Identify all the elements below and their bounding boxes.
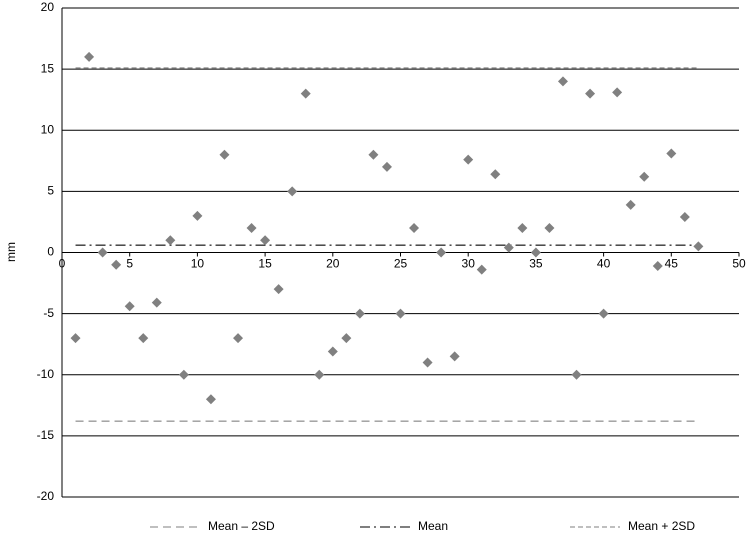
point bbox=[436, 247, 447, 258]
point bbox=[693, 241, 704, 252]
point bbox=[327, 346, 338, 357]
point bbox=[544, 223, 555, 234]
point bbox=[260, 235, 271, 246]
legend-label: Mean + 2SD bbox=[628, 519, 695, 533]
point bbox=[666, 148, 677, 159]
point bbox=[97, 247, 108, 258]
point bbox=[517, 223, 528, 234]
point bbox=[503, 242, 514, 253]
point bbox=[381, 161, 392, 172]
point bbox=[111, 259, 122, 270]
point bbox=[368, 149, 379, 160]
y-tick-label: 10 bbox=[41, 122, 55, 136]
point bbox=[124, 301, 135, 312]
y-axis-label: mm bbox=[4, 242, 18, 262]
point bbox=[192, 210, 203, 221]
legend-label: Mean bbox=[418, 519, 448, 533]
point bbox=[449, 351, 460, 362]
point bbox=[490, 169, 501, 180]
point bbox=[354, 308, 365, 319]
x-tick-label: 20 bbox=[326, 257, 340, 271]
y-tick-label: 5 bbox=[47, 184, 54, 198]
point bbox=[233, 333, 244, 344]
point bbox=[178, 369, 189, 380]
y-tick-label: -20 bbox=[37, 489, 55, 503]
x-tick-label: 0 bbox=[59, 257, 66, 271]
y-tick-label: 15 bbox=[41, 61, 55, 75]
point bbox=[476, 264, 487, 275]
point bbox=[463, 154, 474, 165]
point bbox=[151, 297, 162, 308]
x-tick-label: 45 bbox=[665, 257, 679, 271]
x-tick-label: 40 bbox=[597, 257, 611, 271]
point bbox=[585, 88, 596, 99]
x-tick-label: 30 bbox=[462, 257, 476, 271]
point bbox=[612, 87, 623, 98]
y-tick-label: 0 bbox=[47, 245, 54, 259]
x-tick-label: 25 bbox=[394, 257, 408, 271]
point bbox=[530, 247, 541, 258]
point bbox=[571, 369, 582, 380]
point bbox=[625, 199, 636, 210]
point bbox=[341, 333, 352, 344]
point bbox=[639, 171, 650, 182]
point bbox=[557, 76, 568, 87]
x-tick-label: 50 bbox=[732, 257, 746, 271]
y-tick-label: -5 bbox=[43, 306, 54, 320]
x-tick-label: 5 bbox=[126, 257, 133, 271]
point bbox=[165, 235, 176, 246]
point bbox=[598, 308, 609, 319]
point bbox=[219, 149, 230, 160]
point bbox=[84, 51, 95, 62]
y-tick-label: -15 bbox=[37, 428, 55, 442]
point bbox=[273, 284, 284, 295]
point bbox=[287, 186, 298, 197]
y-tick-label: -10 bbox=[37, 367, 55, 381]
legend-label: Mean – 2SD bbox=[208, 519, 275, 533]
point bbox=[246, 223, 257, 234]
y-tick-label: 20 bbox=[41, 0, 55, 14]
point bbox=[652, 260, 663, 271]
x-tick-label: 35 bbox=[529, 257, 543, 271]
point bbox=[409, 223, 420, 234]
point bbox=[70, 333, 81, 344]
point bbox=[395, 308, 406, 319]
point bbox=[422, 357, 433, 368]
point bbox=[138, 333, 149, 344]
x-tick-label: 15 bbox=[258, 257, 272, 271]
point bbox=[679, 212, 690, 223]
x-tick-label: 10 bbox=[191, 257, 205, 271]
point bbox=[314, 369, 325, 380]
point bbox=[300, 88, 311, 99]
point bbox=[205, 394, 216, 405]
